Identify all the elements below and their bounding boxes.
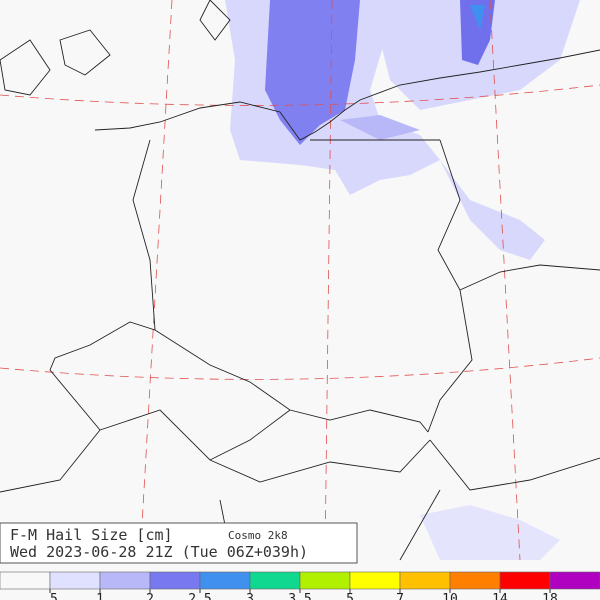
colorbar-swatch	[0, 571, 51, 590]
product-title: F-M Hail Size [cm]	[10, 526, 173, 544]
colorbar-label: 3	[246, 592, 254, 600]
colorbar-swatch	[499, 571, 551, 590]
colorbar-swatch	[549, 571, 600, 590]
colorbar-swatch	[99, 571, 151, 590]
colorbar-swatch	[149, 571, 201, 590]
colorbar-swatch	[49, 571, 101, 590]
colorbar-swatch	[449, 571, 501, 590]
colorbar-swatch	[349, 571, 401, 590]
graticule	[0, 0, 600, 561]
colorbar-label: 7	[396, 592, 404, 600]
colorbar-swatch	[199, 571, 251, 590]
colorbar-label: 2.5	[188, 592, 211, 600]
colorbar-swatch	[249, 571, 301, 590]
colorbar-label: 5	[346, 592, 354, 600]
valid-time: Wed 2023-06-28 21Z (Tue 06Z+039h)	[10, 543, 308, 561]
hail-field	[225, 0, 580, 560]
colorbar-label: .5	[42, 592, 58, 600]
colorbar-label: 18	[542, 592, 558, 600]
colorbar-label: 10	[442, 592, 458, 600]
colorbar-label: 3.5	[288, 592, 311, 600]
colorbar: .5 1 2 2.5 3 3.5 5 7 10 14 18	[0, 571, 600, 600]
model-name: Cosmo 2k8	[228, 529, 288, 542]
colorbar-label: 14	[492, 592, 508, 600]
colorbar-label: 2	[146, 592, 154, 600]
colorbar-label: 1	[96, 592, 104, 600]
info-box	[0, 522, 358, 564]
colorbar-swatch	[399, 571, 451, 590]
colorbar-swatch	[299, 571, 351, 590]
